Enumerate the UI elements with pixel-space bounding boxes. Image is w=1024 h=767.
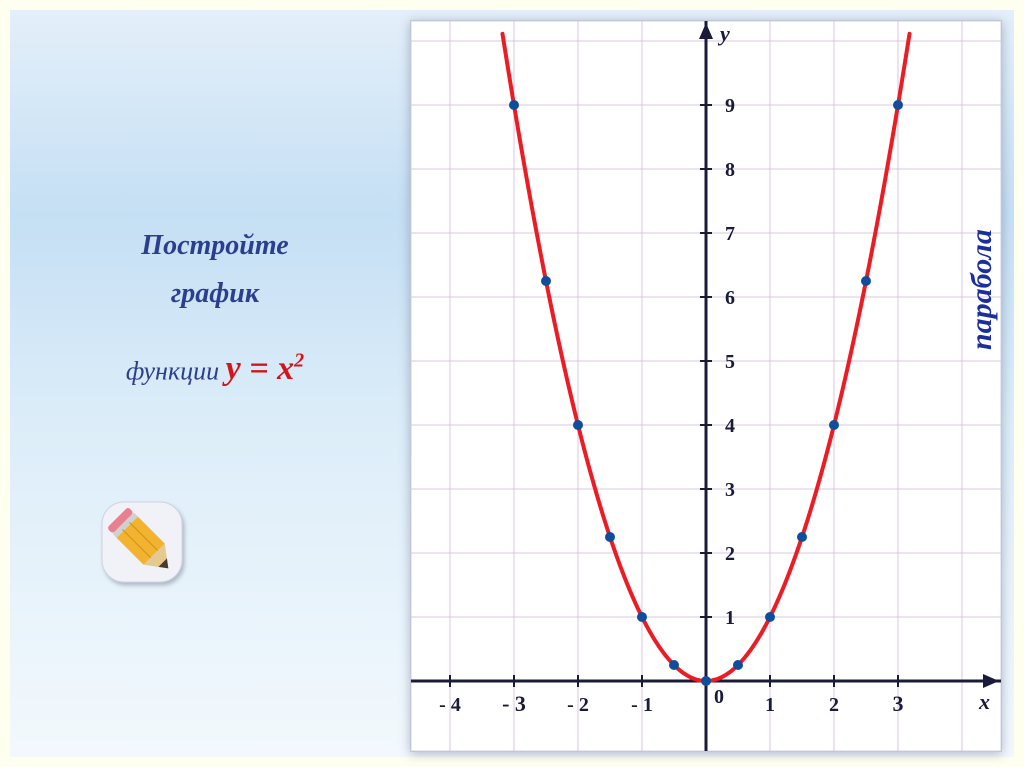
svg-text:2: 2 [725,543,735,565]
svg-text:- 1: - 1 [631,694,653,716]
svg-text:1: 1 [725,607,735,629]
parabola-label: парабола [965,229,999,350]
svg-text:х: х [978,689,990,714]
svg-text:0: 0 [714,686,724,708]
task-line1: Постройте [50,230,380,262]
svg-text:- 4: - 4 [439,694,461,716]
svg-text:2: 2 [829,694,839,716]
svg-text:4: 4 [725,415,735,437]
parabola-chart: у х 0 - 4 - 3 - 2 - 1 1 2 3 1 2 3 4 5 6 7 8 9 [410,20,1002,752]
task-line2: график [50,278,380,310]
pencil-icon [90,490,200,600]
formula: у = х2 [226,350,304,387]
svg-text:1: 1 [765,694,775,716]
svg-text:- 2: - 2 [567,694,589,716]
task-text: Постройте график функции у = х2 [50,230,380,388]
svg-text:у: у [717,21,730,46]
svg-text:5: 5 [725,351,735,373]
svg-text:- 3: - 3 [502,691,526,716]
svg-text:7: 7 [725,223,735,245]
svg-text:6: 6 [725,287,735,309]
svg-text:3: 3 [893,691,904,716]
svg-text:9: 9 [725,95,735,117]
task-line3: функции у = х2 [50,350,380,388]
svg-text:8: 8 [725,159,735,181]
svg-text:3: 3 [725,479,735,501]
formula-base: у = х [226,350,294,387]
formula-exp: 2 [294,350,304,372]
task-line3-prefix: функции [126,356,226,385]
